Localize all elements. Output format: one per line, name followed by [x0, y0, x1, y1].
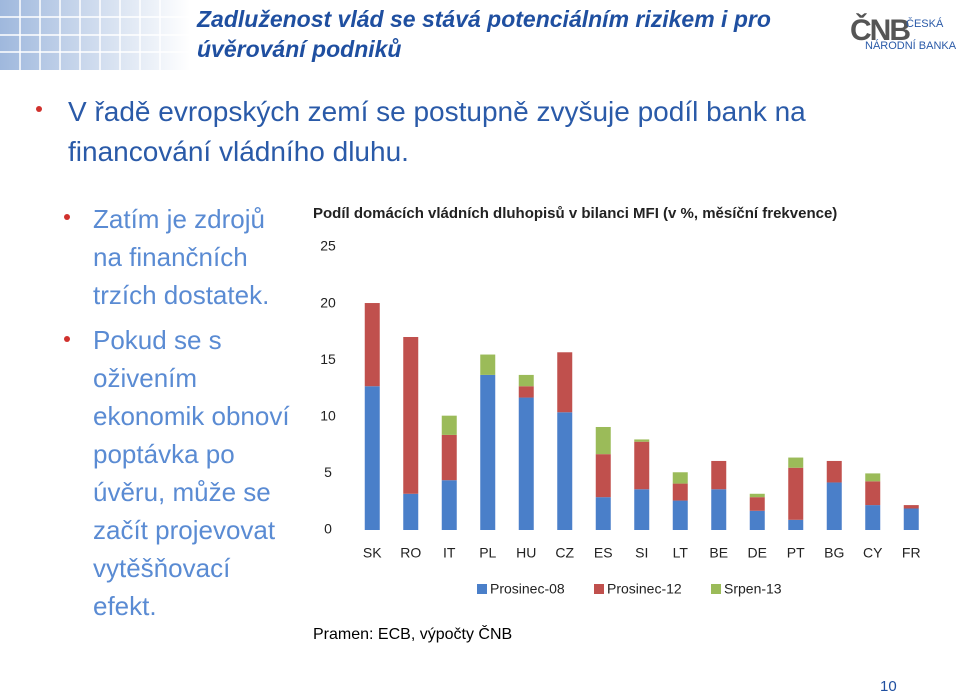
x-tick-label: ES [594, 545, 613, 561]
bar-segment [634, 441, 650, 490]
bar-segment [749, 497, 765, 511]
y-tick-label: 15 [320, 351, 336, 367]
x-tick-label: LT [673, 545, 689, 561]
sub-bullet: Pokud se s oživením ekonomik obnoví popt… [93, 325, 290, 621]
y-tick-label: 0 [324, 521, 332, 537]
slide-title: Zadluženost vlád se stává potenciálním r… [197, 6, 771, 62]
legend-swatch [711, 584, 721, 594]
bar-segment [865, 505, 881, 530]
bullet-dot [64, 214, 70, 220]
bar-segment [749, 510, 765, 530]
bar-segment [865, 481, 881, 506]
bar-segment [711, 489, 727, 530]
bar-segment [518, 374, 534, 387]
legend-label: Prosinec-12 [607, 581, 682, 597]
x-tick-label: BE [709, 545, 728, 561]
x-tick-label: RO [400, 545, 421, 561]
sub-bullet: Zatím je zdrojů na finančních trzích dos… [93, 204, 270, 310]
bar-segment [480, 374, 496, 530]
bar-segment [672, 500, 688, 530]
bar-segment [480, 354, 496, 375]
bar-segment [364, 386, 380, 530]
y-tick-label: 25 [320, 238, 336, 254]
bar-segment [711, 460, 727, 490]
bar-segment [634, 489, 650, 530]
logo-text: NÁRODNÍ BANKA [865, 40, 957, 52]
x-tick-label: PT [787, 545, 805, 561]
bar-segment [595, 497, 611, 530]
legend-label: Prosinec-08 [490, 581, 565, 597]
x-tick-label: FR [902, 545, 921, 561]
legend-label: Srpen-13 [724, 581, 782, 597]
bar-segment [441, 434, 457, 481]
bar-segment [364, 303, 380, 387]
logo: ČNB [850, 14, 911, 47]
bar-segment [672, 483, 688, 501]
bar-segment [788, 519, 804, 530]
bar-segment [865, 473, 881, 482]
bar-segment [749, 493, 765, 498]
bar-segment [903, 508, 919, 530]
y-tick-label: 5 [324, 464, 332, 480]
bar-segment [518, 386, 534, 398]
bar-segment [788, 467, 804, 520]
y-tick-label: 20 [320, 294, 336, 310]
x-tick-label: IT [443, 545, 456, 561]
x-tick-label: DE [748, 545, 767, 561]
bar-segment [595, 426, 611, 455]
x-tick-label: SI [635, 545, 648, 561]
bar-segment [672, 472, 688, 484]
chart-title: Podíl domácích vládních dluhopisů v bila… [313, 205, 837, 222]
page-number: 10 [880, 678, 897, 695]
legend-swatch [594, 584, 604, 594]
mosaic [0, 0, 190, 70]
bar-segment [634, 439, 650, 442]
bar-segment [557, 412, 573, 530]
bar-segment [826, 460, 842, 483]
x-tick-label: CZ [555, 545, 574, 561]
bar-segment [557, 352, 573, 413]
x-tick-label: PL [479, 545, 496, 561]
x-tick-label: SK [363, 545, 382, 561]
bar-segment [441, 415, 457, 435]
bar-segment [826, 482, 842, 530]
chart: Podíl domácích vládních dluhopisů v bila… [313, 205, 921, 597]
bar-segment [788, 457, 804, 468]
bar-segment [518, 397, 534, 530]
legend-swatch [477, 584, 487, 594]
bar-segment [595, 454, 611, 498]
source: Pramen: ECB, výpočty ČNB [313, 626, 513, 643]
x-tick-label: CY [863, 545, 883, 561]
x-tick-label: BG [824, 545, 844, 561]
bullet: V řadě evropských zemí se postupně zvyšu… [68, 96, 806, 167]
bar-segment [403, 493, 419, 530]
logo-text: ČESKÁ [906, 18, 944, 30]
bullet-dot [36, 106, 42, 112]
y-tick-label: 10 [320, 408, 336, 424]
bullet-dot [64, 336, 70, 342]
bar-segment [903, 505, 919, 509]
bar-segment [441, 480, 457, 530]
bar-segment [403, 336, 419, 494]
x-tick-label: HU [516, 545, 536, 561]
